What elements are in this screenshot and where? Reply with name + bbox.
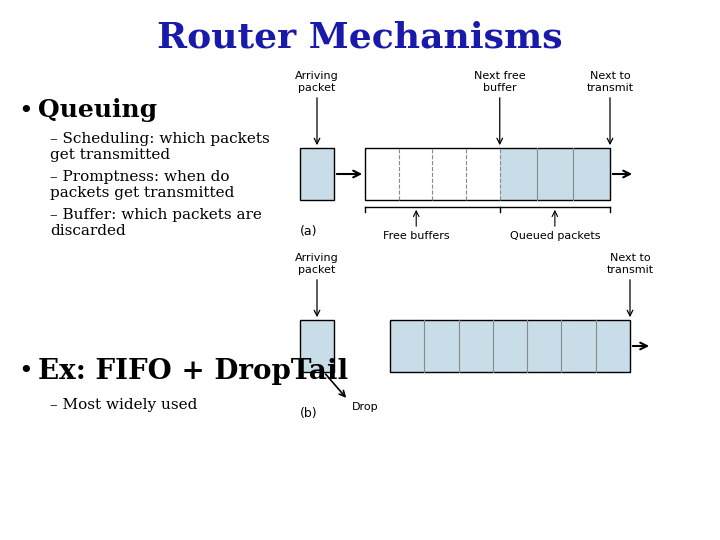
- Text: •: •: [18, 360, 32, 383]
- Text: Ex: FIFO + DropTail: Ex: FIFO + DropTail: [38, 358, 348, 385]
- Text: Free buffers: Free buffers: [383, 231, 449, 241]
- Text: •: •: [18, 100, 32, 123]
- Text: Drop: Drop: [352, 402, 379, 412]
- Text: Arriving
packet: Arriving packet: [295, 253, 339, 275]
- Bar: [365, 148, 500, 200]
- Text: Queuing: Queuing: [38, 98, 157, 122]
- Text: (b): (b): [300, 407, 318, 420]
- Text: Queued packets: Queued packets: [510, 231, 600, 241]
- Text: Next to
transmit: Next to transmit: [586, 71, 634, 93]
- Bar: [300, 320, 334, 372]
- Bar: [300, 148, 334, 200]
- Bar: [390, 320, 630, 372]
- Text: Next free
buffer: Next free buffer: [474, 71, 526, 93]
- Text: – Promptness: when do
packets get transmitted: – Promptness: when do packets get transm…: [50, 170, 235, 200]
- Text: Router Mechanisms: Router Mechanisms: [157, 21, 563, 55]
- Bar: [365, 148, 610, 200]
- Text: – Most widely used: – Most widely used: [50, 398, 197, 412]
- Text: (a): (a): [300, 225, 318, 238]
- Bar: [500, 148, 610, 200]
- Text: – Buffer: which packets are
discarded: – Buffer: which packets are discarded: [50, 208, 262, 238]
- Text: Arriving
packet: Arriving packet: [295, 71, 339, 93]
- Text: Next to
transmit: Next to transmit: [606, 253, 654, 275]
- Text: – Scheduling: which packets
get transmitted: – Scheduling: which packets get transmit…: [50, 132, 270, 162]
